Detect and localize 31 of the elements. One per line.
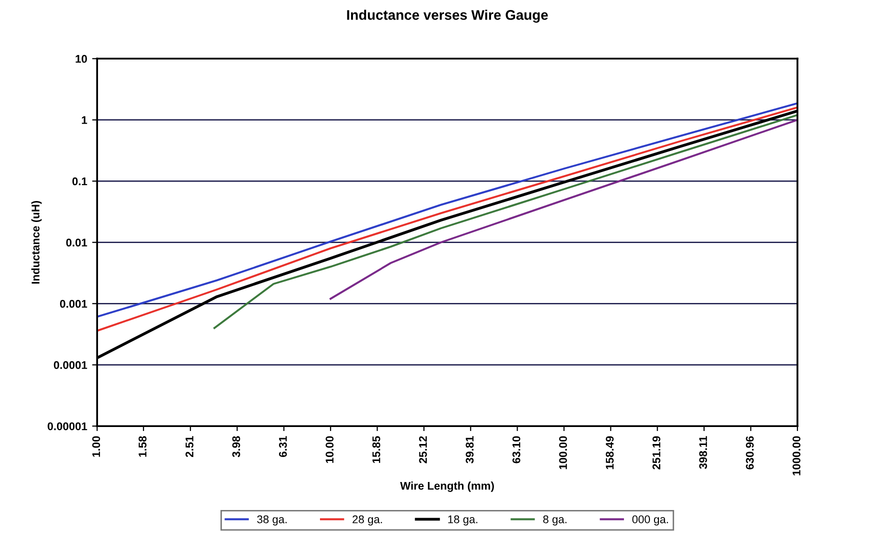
x-tick-label: 10.00 bbox=[326, 436, 334, 463]
legend-label: 38 ga. bbox=[257, 515, 287, 526]
y-tick-label: 0.01 bbox=[66, 238, 88, 247]
x-tick-label: 1000.00 bbox=[792, 436, 800, 476]
x-tick-label: 251.19 bbox=[652, 436, 660, 470]
y-tick-label: 1 bbox=[82, 116, 88, 124]
x-tick-label: 6.31 bbox=[278, 436, 287, 458]
x-tick-label: 3.98 bbox=[232, 436, 240, 458]
x-tick-label: 630.96 bbox=[746, 436, 754, 470]
y-tick-label: 0.001 bbox=[60, 300, 88, 308]
x-tick-label: 100.00 bbox=[559, 436, 567, 470]
y-tick-label: 0.1 bbox=[72, 177, 88, 186]
legend-label: 28 ga. bbox=[352, 515, 382, 526]
x-tick-label: 1.00 bbox=[92, 436, 100, 457]
x-tick-label: 2.51 bbox=[186, 436, 194, 458]
x-tick-label: 15.85 bbox=[372, 436, 380, 463]
x-tick-label: 1.58 bbox=[138, 436, 146, 457]
y-tick-label: 10 bbox=[76, 54, 87, 63]
y-tick-label: 0.0001 bbox=[54, 361, 88, 369]
legend-label: 18 ga. bbox=[448, 515, 478, 526]
x-tick-label: 158.49 bbox=[606, 436, 614, 470]
x-tick-label: 63.10 bbox=[512, 436, 520, 464]
chart-title: Inductance verses Wire Gauge bbox=[347, 10, 548, 23]
legend-label: 8 ga. bbox=[543, 515, 566, 526]
y-tick-label: 0.00001 bbox=[48, 422, 88, 430]
legend-label: 000 ga. bbox=[632, 515, 668, 526]
x-tick-label: 39.81 bbox=[466, 436, 474, 464]
x-axis-title: Wire Length (mm) bbox=[400, 482, 494, 492]
x-tick-label: 398.11 bbox=[699, 436, 708, 469]
x-tick-label: 25.12 bbox=[419, 436, 427, 464]
y-axis-title: Inductance (uH) bbox=[31, 200, 42, 284]
